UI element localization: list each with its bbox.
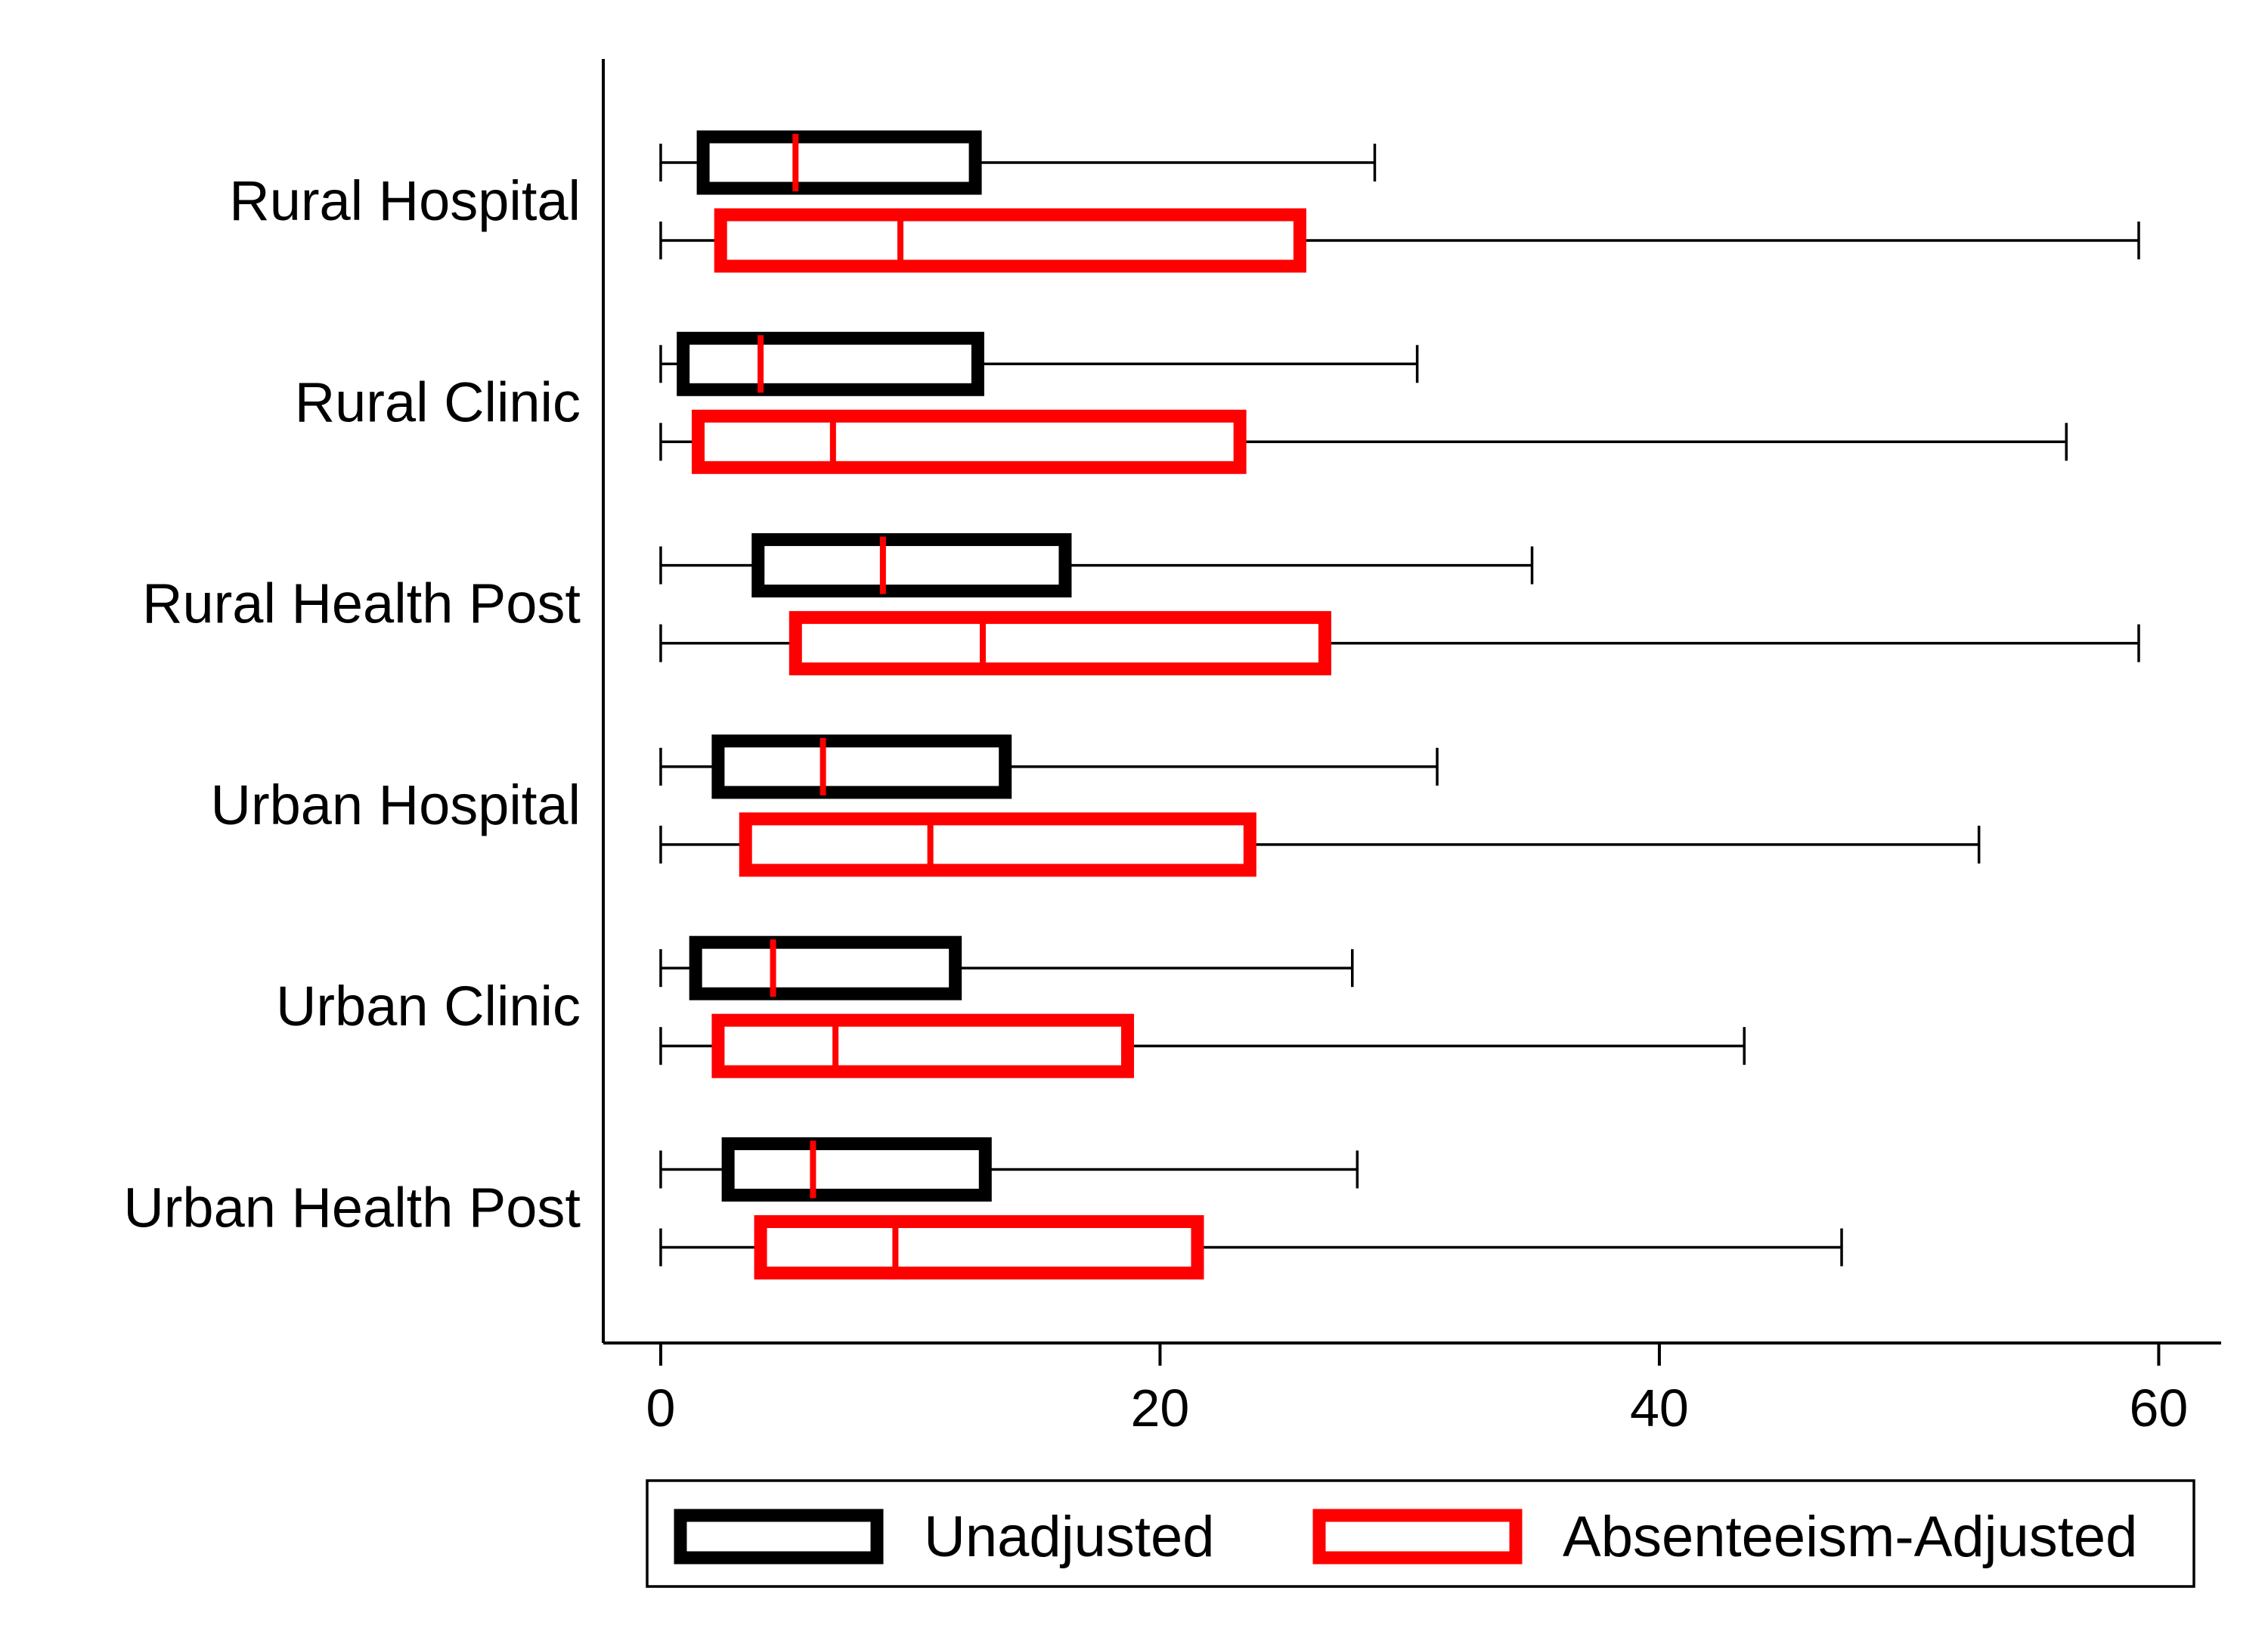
box-unadjusted bbox=[659, 935, 1354, 1000]
category-label: Urban Health Post bbox=[123, 1177, 581, 1239]
box-adjusted bbox=[659, 611, 2140, 676]
category-labels: Rural Hospital Rural Clinic Rural Health P… bbox=[123, 169, 581, 1239]
iqr-box bbox=[739, 812, 1256, 877]
box-adjusted bbox=[659, 208, 2140, 273]
box-unadjusted bbox=[659, 130, 1377, 195]
iqr-box bbox=[714, 208, 1306, 273]
iqr-box bbox=[696, 130, 982, 195]
legend-label: Unadjusted bbox=[924, 1505, 1215, 1569]
x-tick-label: 40 bbox=[1630, 1379, 1689, 1438]
iqr-box bbox=[754, 1215, 1204, 1279]
category-label: Rural Health Post bbox=[142, 572, 581, 635]
box-adjusted bbox=[659, 1215, 1843, 1279]
iqr-box bbox=[711, 734, 1012, 799]
x-tick-label: 0 bbox=[646, 1379, 675, 1438]
box-unadjusted bbox=[659, 533, 1534, 598]
category-label: Urban Hospital bbox=[211, 774, 581, 836]
box-unadjusted bbox=[659, 331, 1419, 396]
box-adjusted bbox=[659, 1013, 1746, 1078]
legend-key bbox=[674, 1509, 884, 1565]
box-unadjusted bbox=[659, 1137, 1359, 1202]
category-label: Urban Clinic bbox=[276, 975, 581, 1037]
category-label: Rural Hospital bbox=[229, 169, 581, 232]
legend-key bbox=[1312, 1509, 1523, 1565]
box-unadjusted bbox=[659, 734, 1439, 799]
iqr-box bbox=[689, 935, 962, 1000]
axes: 0 20 40 60 bbox=[602, 59, 2221, 1438]
iqr-box bbox=[751, 533, 1072, 598]
iqr-box bbox=[677, 331, 984, 396]
iqr-box bbox=[721, 1137, 992, 1202]
box-adjusted bbox=[659, 812, 1981, 877]
legend: Unadjusted Absenteeism-Adjusted bbox=[646, 1479, 2195, 1588]
iqr-box bbox=[789, 611, 1331, 676]
box-adjusted bbox=[659, 409, 2068, 474]
iqr-box bbox=[711, 1013, 1135, 1078]
legend-label: Absenteeism-Adjusted bbox=[1563, 1505, 2137, 1569]
category-label: Rural Clinic bbox=[295, 371, 581, 433]
x-tick-label: 20 bbox=[1131, 1379, 1190, 1438]
x-tick-label: 60 bbox=[2130, 1379, 2189, 1438]
plot-area bbox=[659, 130, 2140, 1279]
iqr-box bbox=[691, 409, 1247, 474]
